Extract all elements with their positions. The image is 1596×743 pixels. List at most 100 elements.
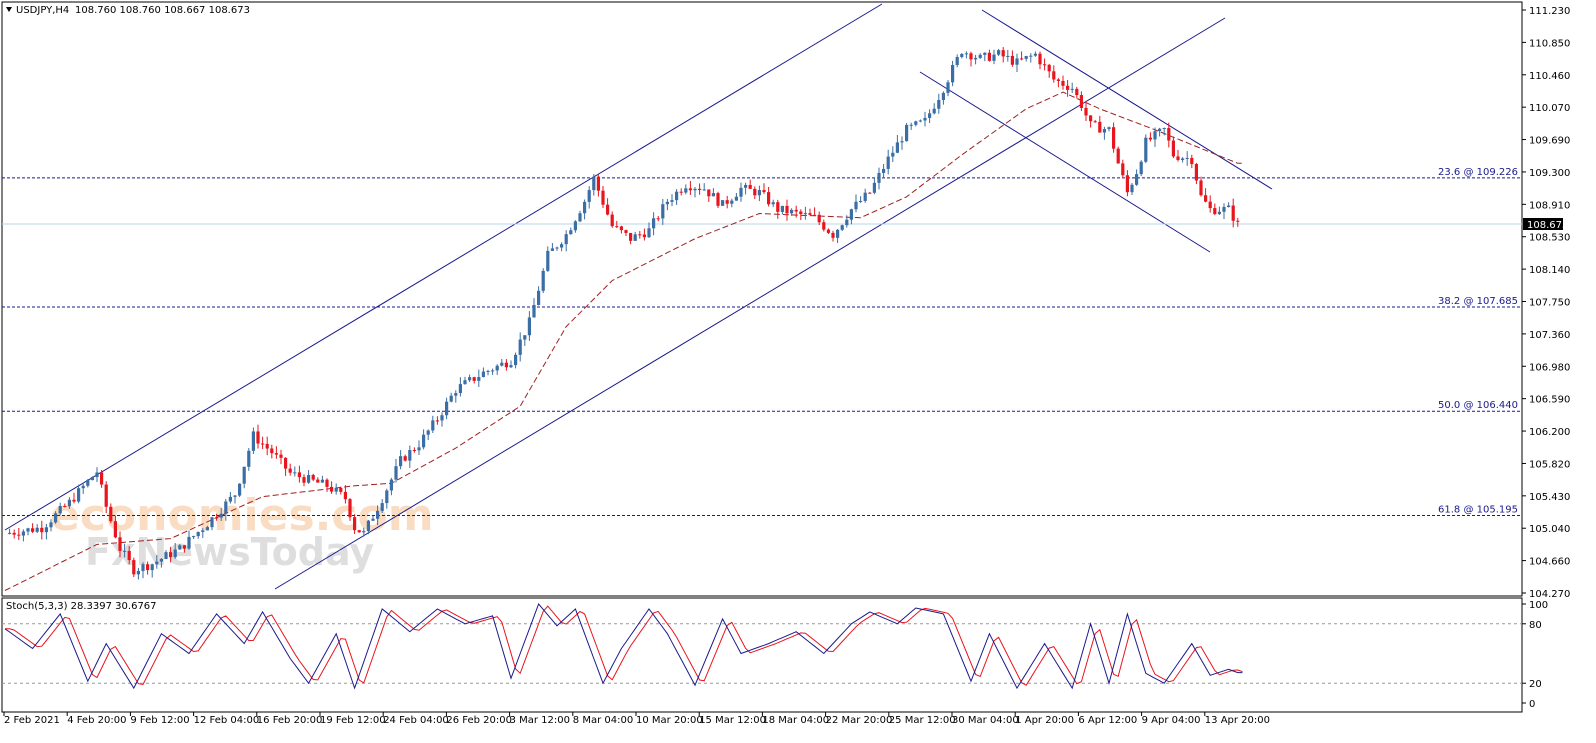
candle-body — [698, 188, 702, 190]
price-tick-label: 108.530 — [1529, 233, 1570, 244]
candle-body — [132, 560, 136, 575]
stochastic-lines — [2, 603, 1522, 690]
candle-body — [836, 229, 840, 238]
candle-body — [1061, 80, 1065, 86]
ascending-channel-upper — [4, 3, 883, 531]
candle-body — [274, 453, 278, 455]
price-tick-label: 108.140 — [1529, 265, 1570, 276]
candle-body — [1043, 64, 1047, 66]
fibonacci-levels: 23.6 @ 109.226 38.2 @ 107.685 50.0 @ 106.4… — [2, 167, 1522, 517]
candle-body — [845, 219, 849, 226]
current-price-tag: 108.673 — [1523, 218, 1568, 231]
candle-body — [794, 209, 798, 212]
time-tick-label: 24 Feb 04:00 — [383, 715, 449, 726]
time-tick-label: 26 Feb 20:00 — [446, 715, 512, 726]
candle-body — [849, 209, 853, 220]
ascending-channel-lower — [274, 17, 1226, 590]
time-tick-label: 13 Apr 20:00 — [1205, 715, 1270, 726]
candles — [8, 47, 1240, 580]
candle-body — [1222, 206, 1226, 212]
time-tick-label: 2 Feb 2021 — [4, 715, 60, 726]
candle-body — [54, 513, 58, 523]
candle-body — [477, 377, 481, 381]
candle-body — [1006, 55, 1010, 57]
candle-body — [790, 209, 794, 214]
time-tick-label: 25 Mar 12:00 — [889, 715, 956, 726]
candle-body — [159, 558, 163, 562]
candle-body — [146, 564, 150, 571]
candle-body — [113, 521, 117, 538]
candle-body — [679, 191, 683, 193]
candle-body — [734, 196, 738, 201]
candle-body — [472, 377, 476, 381]
candle-body — [366, 520, 370, 532]
candle-body — [1167, 128, 1171, 141]
candle-body — [155, 561, 159, 565]
candle-body — [408, 450, 412, 461]
candle-body — [72, 499, 76, 502]
stoch-axis: 100 80 20 0 — [1522, 600, 1548, 710]
candle-body — [665, 201, 669, 205]
candle-body — [518, 339, 522, 355]
candle-body — [12, 532, 16, 535]
candle-body — [1075, 88, 1079, 96]
candle-body — [974, 57, 978, 60]
candle-body — [854, 201, 858, 210]
time-tick-label: 6 Apr 12:00 — [1078, 715, 1137, 726]
candle-body — [1130, 184, 1134, 193]
candle-body — [550, 248, 554, 251]
candle-body — [555, 247, 559, 249]
candle-body — [688, 188, 692, 191]
candle-body — [270, 448, 274, 454]
stoch-signal-line — [5, 605, 1243, 686]
candle-body — [578, 213, 582, 222]
candle-body — [182, 545, 186, 549]
candle-body — [1102, 129, 1106, 133]
candle-body — [454, 393, 458, 396]
candle-body — [661, 204, 665, 219]
candle-body — [799, 211, 803, 214]
candle-body — [960, 53, 964, 57]
candle-body — [882, 168, 886, 173]
candle-body — [491, 370, 495, 372]
candle-body — [652, 218, 656, 229]
candle-body — [435, 420, 439, 422]
candle-body — [780, 205, 784, 212]
candle-body — [693, 188, 697, 191]
candle-body — [523, 335, 527, 340]
candle-body — [1227, 205, 1231, 207]
candle-body — [642, 234, 646, 238]
candle-body — [546, 250, 550, 271]
candle-body — [1038, 53, 1042, 65]
candle-body — [1213, 208, 1217, 215]
candle-body — [1148, 137, 1152, 140]
candle-body — [587, 190, 591, 202]
candle-body — [615, 226, 619, 228]
candle-body — [1135, 174, 1139, 185]
candle-body — [527, 317, 531, 336]
candle-body — [449, 395, 453, 402]
candle-body — [946, 82, 950, 93]
candle-body — [803, 213, 807, 215]
candle-body — [40, 527, 44, 533]
stoch-pane — [1, 597, 1523, 713]
candle-body — [412, 450, 416, 452]
candle-body — [357, 530, 361, 533]
candle-body — [1139, 161, 1143, 175]
candle-body — [196, 531, 200, 537]
candle-body — [1116, 148, 1120, 164]
candle-body — [509, 365, 513, 368]
candle-body — [1121, 163, 1125, 176]
candle-body — [813, 214, 817, 216]
candle-body — [656, 218, 660, 220]
candle-body — [311, 474, 315, 480]
dropdown-triangle-icon[interactable] — [6, 7, 12, 12]
candle-body — [123, 550, 127, 552]
price-tick-label: 105.040 — [1529, 524, 1570, 535]
candle-body — [251, 431, 255, 451]
candle-body — [1033, 53, 1037, 56]
candle-body — [914, 121, 918, 125]
candle-body — [1001, 50, 1005, 57]
chart-header: USDJPY,H4 108.760 108.760 108.667 108.67… — [6, 5, 250, 16]
